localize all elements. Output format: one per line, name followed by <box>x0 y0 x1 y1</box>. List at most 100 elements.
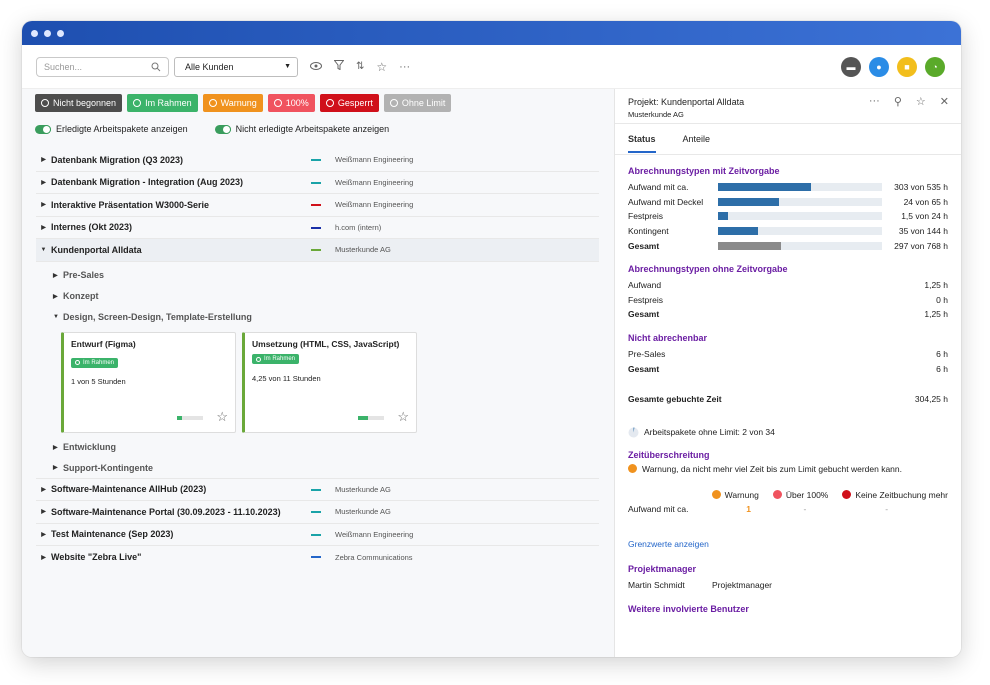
project-row[interactable]: ▶ Website "Zebra Live" Zebra Communication… <box>36 546 599 569</box>
window-dot[interactable] <box>44 29 51 37</box>
search-icon <box>151 62 161 71</box>
row-value: 24 von 65 h <box>903 196 948 207</box>
billing-row: Kontingent 35 von 144 h <box>628 224 948 239</box>
filter-nicht-begonnen[interactable]: Nicht begonnen <box>35 94 123 112</box>
chevron-right-icon[interactable]: ▶ <box>41 531 46 538</box>
project-customer: Weißmann Engineering <box>335 155 414 165</box>
row-label: Aufwand mit ca. <box>628 503 689 514</box>
project-row[interactable]: ▶ Software-Maintenance Portal (30.09.2023… <box>36 501 599 524</box>
subitem-label: Konzept <box>63 291 99 301</box>
toggle-switch[interactable] <box>35 124 51 134</box>
project-row[interactable]: ▶ Datenbank Migration (Q3 2023) Weißmann E… <box>36 149 599 172</box>
chevron-down-icon[interactable]: ▼ <box>40 246 47 253</box>
close-icon[interactable]: ✕ <box>939 96 949 108</box>
color-marker <box>311 488 321 491</box>
limits-link[interactable]: Grenzwerte anzeigen <box>628 538 709 549</box>
chevron-right-icon[interactable]: ▶ <box>41 157 46 164</box>
clock-icon[interactable]: ◔ <box>925 57 945 77</box>
project-name: Interaktive Präsentation W3000-Serie <box>51 199 210 210</box>
star-icon[interactable]: ☆ <box>216 408 228 424</box>
project-name: Datenbank Migration (Q3 2023) <box>51 154 184 165</box>
legend-warnung: Warnung <box>711 490 759 500</box>
chevron-down-icon[interactable]: ▼ <box>53 314 59 320</box>
project-row[interactable]: ▼ Kundenportal Alldata Musterkunde AG <box>36 239 599 262</box>
subitem-row[interactable]: ▼ Design, Screen-Design, Template-Erstell… <box>53 307 614 328</box>
over-dot-icon <box>772 490 782 500</box>
filter-100[interactable]: 100% <box>267 94 315 112</box>
project-row[interactable]: ▶ Test Maintenance (Sep 2023) Weißmann Eng… <box>36 524 599 546</box>
work-package-cards: Entwurf (Figma) Im Rahmen 1 von 5 Stunde… <box>61 331 614 433</box>
chevron-right-icon[interactable]: ▶ <box>53 465 58 471</box>
more-icon[interactable]: ··· <box>399 60 411 73</box>
section-pm: Projektmanager Martin Schmidt Projektmana… <box>615 564 961 615</box>
section-heading: Nicht abrechenbar <box>628 332 708 343</box>
project-name: Kundenportal Alldata <box>51 244 142 255</box>
project-row[interactable]: ▶ Software-Maintenance AllHub (2023) Muste… <box>36 479 599 501</box>
chevron-right-icon[interactable]: ▶ <box>41 509 46 516</box>
more-icon[interactable]: ··· <box>868 95 880 107</box>
chevron-right-icon[interactable]: ▶ <box>53 272 58 279</box>
customer-select[interactable]: Alle Kunden ▼ <box>174 56 298 77</box>
row-value: 1,25 h <box>924 280 948 291</box>
work-package-card[interactable]: Umsetzung (HTML, CSS, JavaScript) Im Rah… <box>242 331 417 433</box>
project-row[interactable]: ▶ Internes (Okt 2023) h.com (intern) <box>36 217 599 239</box>
sort-icon[interactable]: ⇅ <box>356 61 365 72</box>
section-heading: Projektmanager <box>628 563 697 574</box>
billing-row-total: Gesamt 297 von 768 h <box>628 238 948 253</box>
row-label: Aufwand mit Deckel <box>628 196 704 207</box>
window-dot[interactable] <box>57 29 64 37</box>
filter-im-rahmen[interactable]: Im Rahmen <box>127 94 198 112</box>
filter-gesperrt[interactable]: Gesperrt <box>319 94 379 112</box>
toggle-switch[interactable] <box>214 124 231 134</box>
window-dot[interactable] <box>31 29 38 37</box>
project-name: Test Maintenance (Sep 2023) <box>51 529 174 540</box>
subitem-row[interactable]: ▶ Support-Kontingente <box>36 458 599 479</box>
project-row[interactable]: ▶ Interaktive Präsentation W3000-Serie Wei… <box>36 194 599 217</box>
chevron-right-icon[interactable]: ▶ <box>41 224 46 231</box>
section-total: Gesamte gebuchte Zeit 304,25 h <box>615 392 961 407</box>
subitem-row[interactable]: ▶ Pre-Sales <box>53 265 614 286</box>
note-icon[interactable]: ■ <box>897 57 917 77</box>
toggle-not-done[interactable]: Nicht erledigte Arbeitspakete anzeigen <box>214 124 389 134</box>
eye-icon[interactable] <box>310 61 322 73</box>
section-heading: Abrechnungstypen ohne Zeitvorgabe <box>628 263 788 274</box>
row-value: 0 h <box>936 294 948 305</box>
project-customer: Musterkunde AG <box>335 484 391 494</box>
folder-icon[interactable]: ▬ <box>841 57 861 77</box>
subitem-row[interactable]: ▶ Entwicklung <box>53 437 614 458</box>
filter-label: 100% <box>285 98 309 108</box>
section-overrun: Zeitüberschreitung Warnung, da nicht meh… <box>615 450 961 552</box>
chevron-right-icon[interactable]: ▶ <box>41 202 46 209</box>
status-ring-icon <box>208 99 217 107</box>
subitem-row[interactable]: ▶ Konzept <box>53 286 614 307</box>
progress-bar <box>177 415 203 420</box>
toggle-label: Erledigte Arbeitspakete anzeigen <box>56 124 188 134</box>
project-customer: Weißmann Engineering <box>335 200 414 210</box>
star-icon[interactable]: ☆ <box>397 408 409 424</box>
star-icon[interactable]: ☆ <box>376 59 388 74</box>
chevron-right-icon[interactable]: ▶ <box>41 486 46 493</box>
filter-warnung[interactable]: Warnung <box>202 94 263 112</box>
pin-icon[interactable]: ⚲ <box>893 96 902 108</box>
chevron-right-icon[interactable]: ▶ <box>53 293 58 300</box>
chevron-right-icon[interactable]: ▶ <box>41 179 46 186</box>
bell-icon[interactable]: ● <box>869 57 889 77</box>
card-hours: 1 von 5 Stunden <box>71 377 126 386</box>
toggle-done[interactable]: Erledigte Arbeitspakete anzeigen <box>35 124 188 134</box>
over-count: - <box>803 503 807 514</box>
chevron-right-icon[interactable]: ▶ <box>53 444 58 451</box>
tab-anteile[interactable]: Anteile <box>682 134 711 144</box>
search-input[interactable]: Suchen... <box>36 56 169 77</box>
filter-icon[interactable] <box>333 60 345 73</box>
tab-status[interactable]: Status <box>628 125 656 153</box>
blocked-dot-icon <box>842 490 852 500</box>
row-label: Festpreis <box>628 294 663 305</box>
chevron-right-icon[interactable]: ▶ <box>41 554 46 561</box>
row-value: 297 von 768 h <box>894 240 948 251</box>
work-package-card[interactable]: Entwurf (Figma) Im Rahmen 1 von 5 Stunde… <box>61 331 236 433</box>
project-name: Datenbank Migration - Integration (Aug 2… <box>51 177 244 188</box>
filter-ohne-limit[interactable]: Ohne Limit <box>383 94 452 112</box>
project-row[interactable]: ▶ Datenbank Migration - Integration (Aug … <box>36 172 599 194</box>
billing-row-total: Gesamt 1,25 h <box>628 307 948 322</box>
star-icon[interactable]: ☆ <box>915 96 926 108</box>
